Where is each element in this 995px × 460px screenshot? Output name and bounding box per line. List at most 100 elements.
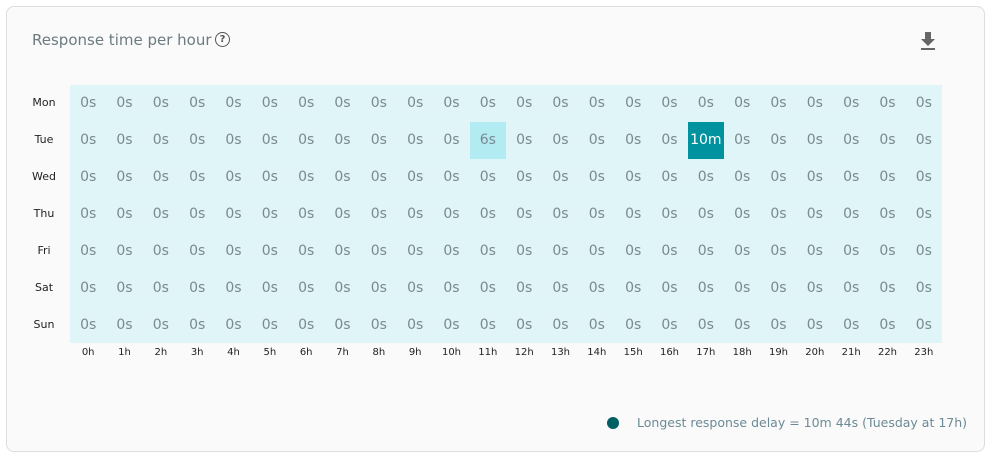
heatmap-cell[interactable]: 0s [552,242,569,259]
heatmap-cell[interactable]: 0s [697,95,714,112]
heatmap-cell[interactable]: 0s [879,279,896,296]
heatmap-cell[interactable]: 0s [734,242,751,259]
heatmap-cell[interactable]: 0s [370,242,387,259]
heatmap-cell[interactable]: 0s [152,95,169,112]
heatmap-cell[interactable]: 0s [407,316,424,333]
heatmap-cell[interactable]: 0s [80,316,97,333]
heatmap-cell[interactable]: 0s [261,279,278,296]
heatmap-cell[interactable]: 0s [516,95,533,112]
heatmap-cell[interactable]: 0s [298,205,315,222]
heatmap-cell[interactable]: 0s [661,205,678,222]
heatmap-cell[interactable]: 0s [588,95,605,112]
heatmap-cell[interactable]: 0s [116,95,133,112]
heatmap-cell[interactable]: 0s [588,279,605,296]
heatmap-cell[interactable]: 0s [843,205,860,222]
heatmap-cell[interactable]: 0s [734,316,751,333]
heatmap-cell[interactable]: 0s [625,169,642,186]
heatmap-cell[interactable]: 0s [116,205,133,222]
heatmap-cell[interactable]: 0s [334,95,351,112]
heatmap-cell[interactable]: 0s [915,316,932,333]
heatmap-cell[interactable]: 0s [189,95,206,112]
heatmap-cell[interactable]: 0s [697,242,714,259]
heatmap-cell[interactable]: 0s [806,205,823,222]
heatmap-cell[interactable]: 0s [915,205,932,222]
heatmap-cell[interactable]: 0s [80,95,97,112]
heatmap-cell[interactable]: 0s [443,205,460,222]
heatmap-cell[interactable]: 0s [516,242,533,259]
heatmap-cell[interactable]: 0s [843,316,860,333]
heatmap-cell[interactable]: 0s [334,279,351,296]
heatmap-cell[interactable]: 0s [370,316,387,333]
heatmap-cell[interactable]: 0s [552,95,569,112]
heatmap-cell[interactable]: 0s [443,242,460,259]
heatmap-cell[interactable]: 0s [479,95,496,112]
heatmap-cell[interactable]: 0s [552,169,569,186]
heatmap-cell[interactable]: 0s [770,316,787,333]
heatmap-cell[interactable]: 0s [879,316,896,333]
heatmap-cell[interactable]: 0s [697,316,714,333]
heatmap-cell[interactable]: 0s [625,95,642,112]
heatmap-cell[interactable]: 0s [152,316,169,333]
heatmap-cell[interactable]: 0s [697,205,714,222]
heatmap-cell[interactable]: 0s [116,169,133,186]
heatmap-cell[interactable]: 0s [116,242,133,259]
heatmap-cell[interactable]: 0s [407,95,424,112]
heatmap-cell[interactable]: 0s [152,205,169,222]
heatmap-cell[interactable]: 0s [879,132,896,149]
heatmap-cell[interactable]: 0s [334,242,351,259]
heatmap-cell[interactable]: 0s [843,95,860,112]
heatmap-cell[interactable]: 0s [479,169,496,186]
help-circle-icon[interactable]: ? [215,32,230,47]
heatmap-cell[interactable]: 0s [588,132,605,149]
heatmap-cell[interactable]: 0s [334,316,351,333]
heatmap-cell[interactable]: 0s [915,279,932,296]
heatmap-cell[interactable]: 0s [152,279,169,296]
heatmap-cell[interactable]: 0s [298,316,315,333]
heatmap-cell[interactable]: 0s [261,242,278,259]
heatmap-cell[interactable]: 0s [80,279,97,296]
heatmap-cell[interactable]: 0s [370,169,387,186]
heatmap-cell[interactable]: 0s [80,205,97,222]
heatmap-cell[interactable]: 0s [806,169,823,186]
download-icon[interactable] [920,31,936,51]
heatmap-cell[interactable]: 0s [516,132,533,149]
heatmap-cell[interactable]: 0s [697,169,714,186]
heatmap-cell[interactable]: 0s [298,279,315,296]
heatmap-cell[interactable]: 0s [806,316,823,333]
heatmap-cell[interactable]: 0s [334,132,351,149]
heatmap-cell[interactable]: 0s [370,279,387,296]
heatmap-cell[interactable]: 0s [261,95,278,112]
heatmap-cell[interactable]: 0s [588,316,605,333]
heatmap-cell[interactable]: 0s [370,95,387,112]
heatmap-cell[interactable]: 0s [261,132,278,149]
heatmap-cell[interactable]: 0s [734,169,751,186]
heatmap-cell[interactable]: 0s [843,242,860,259]
heatmap-cell[interactable]: 0s [225,95,242,112]
heatmap-cell[interactable]: 0s [915,242,932,259]
heatmap-cell[interactable]: 0s [189,169,206,186]
heatmap-cell[interactable]: 0s [770,205,787,222]
heatmap-cell[interactable]: 0s [915,132,932,149]
heatmap-cell[interactable]: 0s [661,279,678,296]
heatmap-cell[interactable]: 0s [334,169,351,186]
heatmap-cell[interactable]: 0s [334,205,351,222]
heatmap-cell[interactable]: 0s [443,132,460,149]
heatmap-cell[interactable]: 0s [407,169,424,186]
heatmap-cell[interactable]: 0s [80,242,97,259]
heatmap-cell[interactable]: 0s [80,132,97,149]
heatmap-cell[interactable]: 0s [225,242,242,259]
heatmap-cell[interactable]: 0s [770,95,787,112]
heatmap-cell[interactable]: 0s [225,169,242,186]
heatmap-cell[interactable]: 0s [734,95,751,112]
heatmap-cell[interactable]: 0s [806,279,823,296]
heatmap-cell[interactable]: 0s [806,132,823,149]
heatmap-cell[interactable]: 0s [152,242,169,259]
heatmap-cell[interactable]: 0s [588,242,605,259]
heatmap-cell[interactable]: 0s [661,95,678,112]
heatmap-cell[interactable]: 0s [588,205,605,222]
heatmap-cell[interactable]: 0s [443,316,460,333]
heatmap-cell[interactable]: 10m [687,121,724,159]
heatmap-cell[interactable]: 0s [407,242,424,259]
heatmap-cell[interactable]: 0s [152,169,169,186]
heatmap-cell[interactable]: 0s [734,279,751,296]
